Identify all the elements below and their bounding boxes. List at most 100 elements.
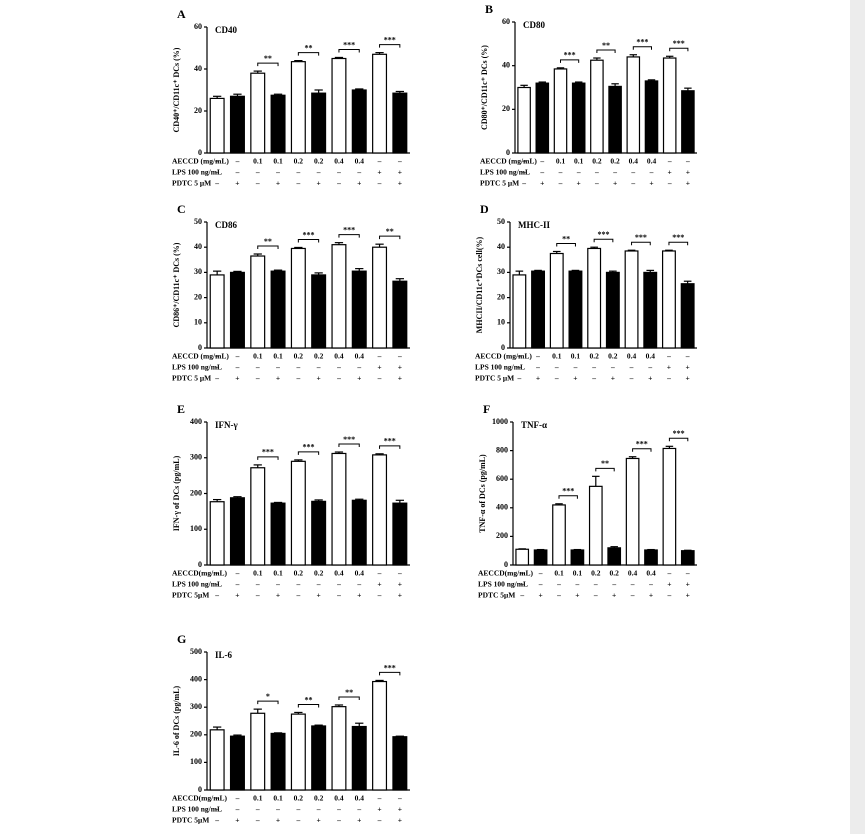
condition-value: + <box>377 168 381 177</box>
condition-label: LPS 100 ng/mL <box>172 363 222 372</box>
y-axis-label: CD40⁺/CD11c⁺ DCs (%) <box>172 47 181 132</box>
condition-value: – <box>377 352 382 361</box>
scrollbar <box>850 0 865 834</box>
condition-value: + <box>317 591 321 600</box>
condition-label: AECCD(mg/mL) <box>478 569 533 578</box>
significance-label: *** <box>598 230 610 239</box>
condition-value: – <box>316 805 321 814</box>
condition-value: – <box>295 591 300 600</box>
condition-value: 0.2 <box>589 352 599 361</box>
condition-value: – <box>336 179 341 188</box>
panel-letter: B <box>485 2 493 16</box>
condition-value: – <box>295 168 300 177</box>
condition-value: + <box>686 591 690 600</box>
condition-value: – <box>255 591 260 600</box>
significance-bracket <box>595 467 615 472</box>
condition-value: – <box>295 816 300 825</box>
condition-value: – <box>539 168 544 177</box>
y-tick-label: 20 <box>194 292 202 301</box>
bar <box>372 680 388 791</box>
condition-value: – <box>576 168 581 177</box>
bar <box>311 92 327 154</box>
significance-bracket <box>668 437 689 442</box>
condition-value: – <box>235 794 240 803</box>
panel-title: CD40 <box>215 25 237 35</box>
panel-title: TNF-α <box>521 420 547 430</box>
condition-value: + <box>398 591 402 600</box>
bar <box>680 283 695 349</box>
significance-bracket <box>556 242 576 247</box>
condition-value: – <box>593 591 598 600</box>
condition-label: AECCD (mg/mL) <box>480 157 537 166</box>
bar <box>608 85 622 154</box>
bar <box>331 57 347 154</box>
panel-title: IFN-γ <box>215 420 238 430</box>
significance-bracket <box>560 59 580 63</box>
bar <box>290 460 306 566</box>
condition-value: – <box>356 805 361 814</box>
significance-label: ** <box>305 695 313 704</box>
y-tick-label: 0 <box>198 343 202 352</box>
bar <box>531 270 546 349</box>
condition-value: – <box>295 179 300 188</box>
bar <box>250 712 266 791</box>
condition-value: – <box>629 363 634 372</box>
bar <box>624 250 639 349</box>
condition-value: – <box>397 352 402 361</box>
y-tick-label: 30 <box>194 267 202 276</box>
condition-value: – <box>666 352 671 361</box>
y-tick-label: 300 <box>190 702 202 711</box>
significance-label: *** <box>673 429 685 438</box>
condition-value: – <box>377 374 382 383</box>
significance-bracket <box>669 47 689 52</box>
condition-value: + <box>667 580 671 589</box>
condition-value: + <box>317 179 321 188</box>
condition-value: 0.1 <box>253 352 263 361</box>
panel-letter: D <box>480 202 489 216</box>
condition-value: 0.2 <box>314 569 324 578</box>
condition-value: 0.2 <box>592 157 602 166</box>
panel-title: CD80 <box>523 20 545 30</box>
significance-bracket <box>297 52 320 56</box>
bar <box>351 89 367 154</box>
bar <box>372 454 388 566</box>
bar <box>553 68 568 154</box>
y-tick-label: 40 <box>194 64 202 73</box>
bar <box>311 274 327 349</box>
condition-value: 0.1 <box>273 569 283 578</box>
bar <box>625 457 640 566</box>
condition-value: + <box>613 179 617 188</box>
bar <box>590 59 604 154</box>
significance-bracket <box>257 456 279 460</box>
condition-value: – <box>556 591 561 600</box>
significance-label: *** <box>384 663 396 672</box>
condition-value: – <box>558 179 563 188</box>
condition-value: 0.1 <box>573 569 583 578</box>
condition-value: 0.2 <box>294 352 304 361</box>
y-tick-label: 50 <box>497 217 505 226</box>
condition-value: – <box>377 179 382 188</box>
condition-value: – <box>667 569 672 578</box>
condition-value: – <box>535 352 540 361</box>
condition-value: 0.4 <box>646 352 656 361</box>
condition-value: – <box>255 374 260 383</box>
condition-value: + <box>276 179 280 188</box>
condition-value: + <box>686 374 690 383</box>
bar <box>517 86 531 154</box>
condition-value: 0.2 <box>314 352 324 361</box>
panel-letter: G <box>177 632 186 646</box>
bar <box>552 504 566 566</box>
condition-value: – <box>516 363 521 372</box>
condition-value: 0.1 <box>571 352 581 361</box>
condition-value: – <box>316 580 321 589</box>
condition-value: – <box>666 374 671 383</box>
significance-label: *** <box>636 440 648 449</box>
condition-value: + <box>686 363 690 372</box>
condition-value: – <box>336 363 341 372</box>
bar <box>626 56 641 154</box>
panel-letter: E <box>177 402 185 416</box>
condition-label: LPS 100 ng/mL <box>172 805 222 814</box>
significance-bracket <box>593 238 614 243</box>
condition-value: – <box>235 168 240 177</box>
